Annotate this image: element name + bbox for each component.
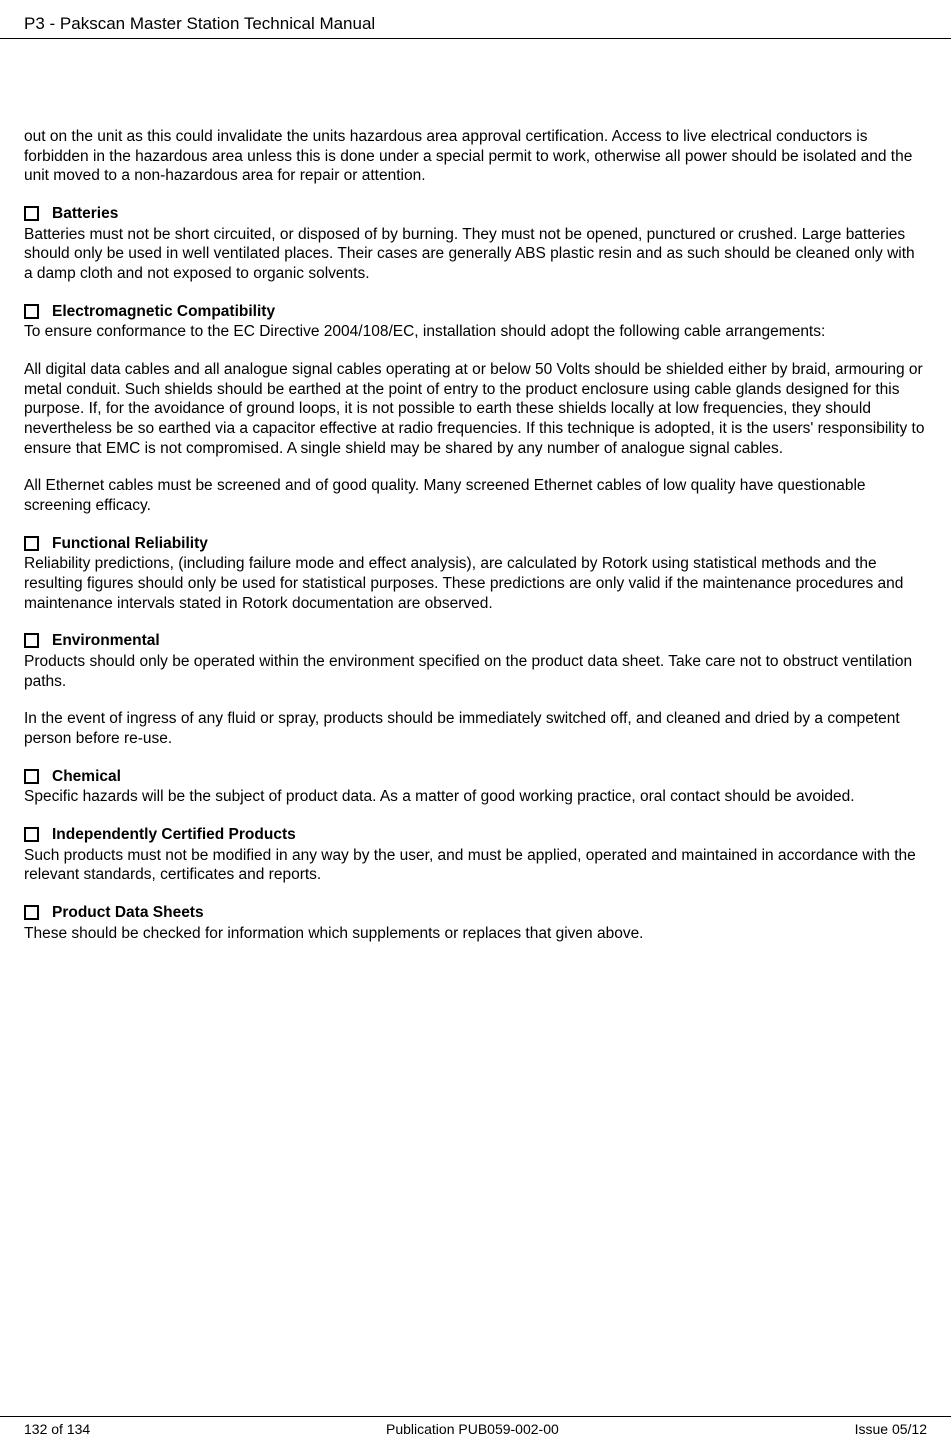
footer-page-number: 132 of 134	[24, 1421, 90, 1437]
section-heading-emc: Electromagnetic Compatibility	[24, 302, 927, 322]
section-heading-environmental: Environmental	[24, 631, 927, 651]
body-text: All digital data cables and all analogue…	[24, 360, 927, 458]
body-text: In the event of ingress of any fluid or …	[24, 709, 927, 748]
section-title: Chemical	[52, 767, 121, 787]
checkbox-icon	[24, 304, 39, 319]
checkbox-icon	[24, 206, 39, 221]
section-title: Functional Reliability	[52, 534, 208, 554]
page-content: out on the unit as this could invalidate…	[0, 39, 951, 944]
section-title: Environmental	[52, 631, 160, 651]
section-heading-datasheets: Product Data Sheets	[24, 903, 927, 923]
body-text: Products should only be operated within …	[24, 652, 927, 691]
footer-issue: Issue 05/12	[855, 1421, 927, 1437]
page-footer: 132 of 134 Publication PUB059-002-00 Iss…	[0, 1416, 951, 1437]
checkbox-icon	[24, 827, 39, 842]
checkbox-icon	[24, 536, 39, 551]
checkbox-icon	[24, 905, 39, 920]
page-header: P3 - Pakscan Master Station Technical Ma…	[0, 0, 951, 39]
body-text: Such products must not be modified in an…	[24, 846, 927, 885]
body-text: These should be checked for information …	[24, 924, 927, 944]
section-heading-functional: Functional Reliability	[24, 534, 927, 554]
checkbox-icon	[24, 769, 39, 784]
section-heading-chemical: Chemical	[24, 767, 927, 787]
section-title: Product Data Sheets	[52, 903, 204, 923]
header-title: P3 - Pakscan Master Station Technical Ma…	[24, 14, 375, 33]
section-title: Electromagnetic Compatibility	[52, 302, 275, 322]
intro-paragraph: out on the unit as this could invalidate…	[24, 127, 927, 186]
footer-publication: Publication PUB059-002-00	[386, 1421, 559, 1437]
body-text: All Ethernet cables must be screened and…	[24, 476, 927, 515]
section-heading-batteries: Batteries	[24, 204, 927, 224]
section-title: Independently Certified Products	[52, 825, 296, 845]
checkbox-icon	[24, 633, 39, 648]
body-text: Batteries must not be short circuited, o…	[24, 225, 927, 284]
body-text: Specific hazards will be the subject of …	[24, 787, 927, 807]
body-text: Reliability predictions, (including fail…	[24, 554, 927, 613]
body-text: To ensure conformance to the EC Directiv…	[24, 322, 927, 342]
section-heading-certified: Independently Certified Products	[24, 825, 927, 845]
section-title: Batteries	[52, 204, 118, 224]
